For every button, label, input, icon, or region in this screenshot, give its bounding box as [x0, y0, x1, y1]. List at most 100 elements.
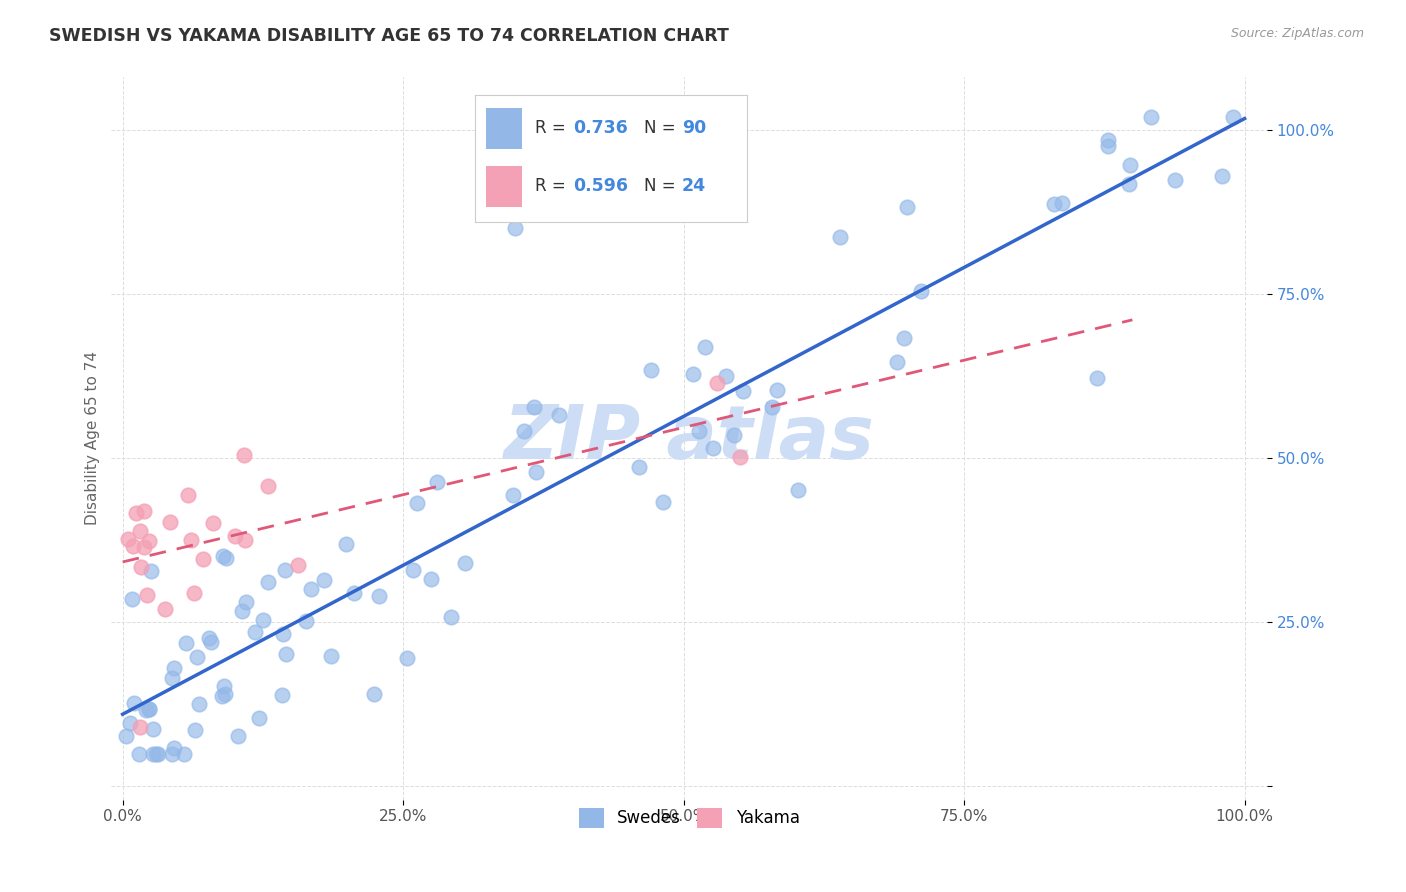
- Point: [513, 425, 536, 439]
- Point: [896, 200, 918, 214]
- Point: [688, 424, 710, 438]
- Point: [134, 504, 156, 518]
- Point: [184, 723, 207, 737]
- Point: [274, 563, 297, 577]
- Point: [367, 589, 389, 603]
- Point: [202, 516, 225, 530]
- Point: [1085, 371, 1108, 385]
- Point: [145, 747, 167, 761]
- Point: [212, 549, 235, 563]
- Point: [198, 632, 221, 646]
- Point: [1222, 110, 1244, 124]
- Point: [1140, 110, 1163, 124]
- Point: [396, 651, 419, 665]
- Point: [142, 722, 165, 736]
- Point: [138, 533, 160, 548]
- Point: [214, 688, 236, 702]
- Point: [122, 696, 145, 710]
- Point: [706, 376, 728, 390]
- Point: [271, 627, 294, 641]
- Point: [1097, 133, 1119, 147]
- Point: [180, 533, 202, 548]
- Point: [211, 689, 233, 703]
- Point: [761, 401, 783, 415]
- Point: [886, 355, 908, 369]
- Point: [183, 586, 205, 600]
- Point: [343, 586, 366, 600]
- Point: [505, 221, 527, 235]
- Point: [523, 400, 546, 414]
- Point: [163, 740, 186, 755]
- Point: [135, 703, 157, 717]
- Point: [148, 747, 170, 761]
- Point: [129, 560, 152, 574]
- Y-axis label: Disability Age 65 to 74: Disability Age 65 to 74: [86, 351, 100, 525]
- Point: [524, 465, 547, 479]
- Point: [651, 495, 673, 509]
- Point: [910, 284, 932, 298]
- Point: [731, 384, 754, 398]
- Point: [247, 711, 270, 725]
- Point: [142, 747, 165, 761]
- Point: [257, 479, 280, 493]
- Point: [406, 496, 429, 510]
- Point: [243, 625, 266, 640]
- Point: [426, 475, 449, 489]
- Point: [627, 460, 650, 475]
- Point: [141, 564, 163, 578]
- Point: [363, 687, 385, 701]
- Point: [214, 551, 236, 566]
- Point: [200, 634, 222, 648]
- Point: [115, 729, 138, 743]
- Point: [728, 450, 751, 465]
- Point: [128, 747, 150, 761]
- Point: [548, 408, 571, 422]
- Point: [129, 524, 152, 539]
- Point: [160, 747, 183, 761]
- Point: [177, 488, 200, 502]
- Point: [893, 331, 915, 345]
- Point: [828, 230, 851, 244]
- Point: [335, 537, 357, 551]
- Point: [125, 506, 148, 520]
- Point: [1118, 177, 1140, 191]
- Point: [274, 647, 297, 661]
- Point: [287, 558, 309, 572]
- Point: [235, 595, 257, 609]
- Point: [186, 649, 208, 664]
- Point: [440, 610, 463, 624]
- Text: ZIP atlas: ZIP atlas: [503, 402, 875, 475]
- Point: [271, 688, 294, 702]
- Point: [212, 679, 235, 693]
- Point: [640, 363, 662, 377]
- Point: [134, 540, 156, 554]
- Point: [233, 533, 256, 548]
- Point: [226, 729, 249, 743]
- Point: [163, 660, 186, 674]
- Point: [299, 582, 322, 596]
- Point: [1211, 169, 1233, 184]
- Point: [129, 720, 152, 734]
- Point: [1097, 139, 1119, 153]
- Point: [117, 532, 139, 546]
- Point: [702, 442, 724, 456]
- Point: [1118, 158, 1140, 172]
- Point: [714, 368, 737, 383]
- Point: [138, 702, 160, 716]
- Point: [257, 575, 280, 590]
- Legend: Swedes, Yakama: Swedes, Yakama: [572, 801, 807, 835]
- Point: [224, 529, 246, 543]
- Point: [402, 564, 425, 578]
- Point: [153, 601, 176, 615]
- Point: [314, 573, 336, 587]
- Point: [136, 588, 159, 602]
- Point: [454, 556, 477, 570]
- Text: SWEDISH VS YAKAMA DISABILITY AGE 65 TO 74 CORRELATION CHART: SWEDISH VS YAKAMA DISABILITY AGE 65 TO 7…: [49, 27, 730, 45]
- Point: [682, 367, 704, 381]
- Point: [1164, 173, 1187, 187]
- Point: [1043, 197, 1066, 211]
- Point: [766, 384, 789, 398]
- Point: [295, 614, 318, 628]
- Point: [188, 697, 211, 711]
- Point: [160, 671, 183, 685]
